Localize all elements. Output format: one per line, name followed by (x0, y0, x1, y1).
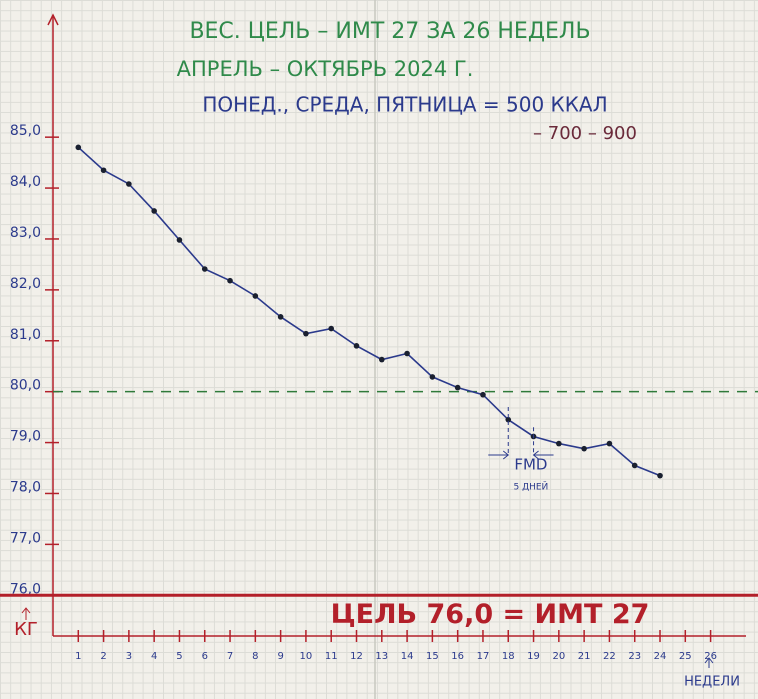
y-tick-label: 81,0 (10, 327, 41, 343)
fmd-duration: 5 ДНЕЙ (513, 481, 548, 493)
subtitle: АПРЕЛЬ – ОКТЯБРЬ 2024 Г. (177, 57, 474, 81)
data-point (606, 440, 613, 447)
data-point (176, 237, 183, 243)
x-tick-label: 3 (126, 651, 132, 662)
x-tick-label: 5 (176, 651, 182, 662)
y-tick-label: 76,0 (10, 581, 41, 597)
x-tick-label: 16 (451, 651, 464, 662)
x-tick-label: 1 (75, 651, 81, 662)
x-tick-label: 23 (628, 651, 641, 662)
data-point (353, 343, 360, 349)
y-tick-label: 85,0 (10, 123, 41, 139)
data-point (631, 462, 638, 469)
y-tick-label: 83,0 (10, 225, 41, 241)
y-tick-label: 80,0 (10, 378, 41, 394)
x-tick-label: 26 (704, 651, 717, 662)
y-axis-arrow (47, 13, 59, 26)
x-tick-label: 8 (252, 651, 258, 662)
data-point (151, 208, 157, 214)
data-point (227, 277, 233, 284)
x-tick-label: 2 (100, 651, 106, 662)
data-point (328, 325, 335, 332)
x-tick-label: 14 (401, 651, 414, 662)
x-axis-label: НЕДЕЛИ (684, 675, 740, 690)
x-tick-label: 21 (578, 651, 591, 662)
data-point (404, 350, 410, 357)
note: ПОНЕД., СРЕДА, ПЯТНИЦА = 500 ККАЛ (202, 93, 607, 117)
y-tick-label: 79,0 (10, 429, 41, 445)
y-tick-label: 77,0 (10, 530, 41, 546)
data-point (100, 167, 107, 174)
data-point (201, 266, 208, 272)
y-label-arrow (21, 607, 31, 620)
y-tick-label: 78,0 (10, 479, 41, 495)
x-tick-label: 20 (552, 651, 565, 662)
data-point (581, 445, 587, 452)
series-line (77, 146, 661, 477)
data-point (505, 416, 512, 423)
x-tick-label: 4 (151, 651, 157, 662)
fmd-arrows (488, 450, 554, 460)
x-tick-label: 9 (277, 651, 283, 662)
x-tick-label: 13 (375, 651, 388, 662)
x-tick-label: 12 (350, 651, 363, 662)
data-point (75, 144, 82, 151)
data-point (429, 374, 436, 380)
x-tick-label: 22 (603, 651, 616, 662)
fmd-label: FMD (514, 456, 547, 474)
note: – 700 – 900 (533, 123, 637, 144)
goal-text: ЦЕЛЬ 76,0 = ИМТ 27 (331, 599, 650, 630)
data-point (378, 356, 385, 363)
data-point (252, 293, 259, 299)
y-tick-label: 82,0 (10, 276, 41, 292)
x-tick-label: 10 (300, 651, 313, 662)
data-point (480, 391, 486, 398)
title: ВЕС. ЦЕЛЬ – ИМТ 27 ЗА 26 НЕДЕЛЬ (189, 19, 590, 44)
x-label-arrow (704, 657, 714, 668)
data-point (303, 330, 309, 337)
data-point (277, 314, 284, 320)
x-tick-label: 24 (654, 651, 667, 662)
y-axis-label: КГ (14, 619, 38, 640)
x-tick-label: 7 (227, 651, 233, 662)
data-point (556, 440, 562, 447)
x-tick-label: 18 (502, 651, 515, 662)
y-tick-label: 84,0 (10, 174, 41, 190)
data-point (657, 472, 663, 479)
x-tick-label: 11 (325, 651, 338, 662)
x-tick-label: 15 (426, 651, 439, 662)
data-point (126, 181, 132, 187)
x-tick-label: 19 (527, 651, 540, 662)
x-tick-label: 25 (679, 651, 692, 662)
data-point (454, 384, 461, 391)
x-tick-label: 17 (477, 651, 490, 662)
x-tick-label: 6 (202, 651, 208, 662)
